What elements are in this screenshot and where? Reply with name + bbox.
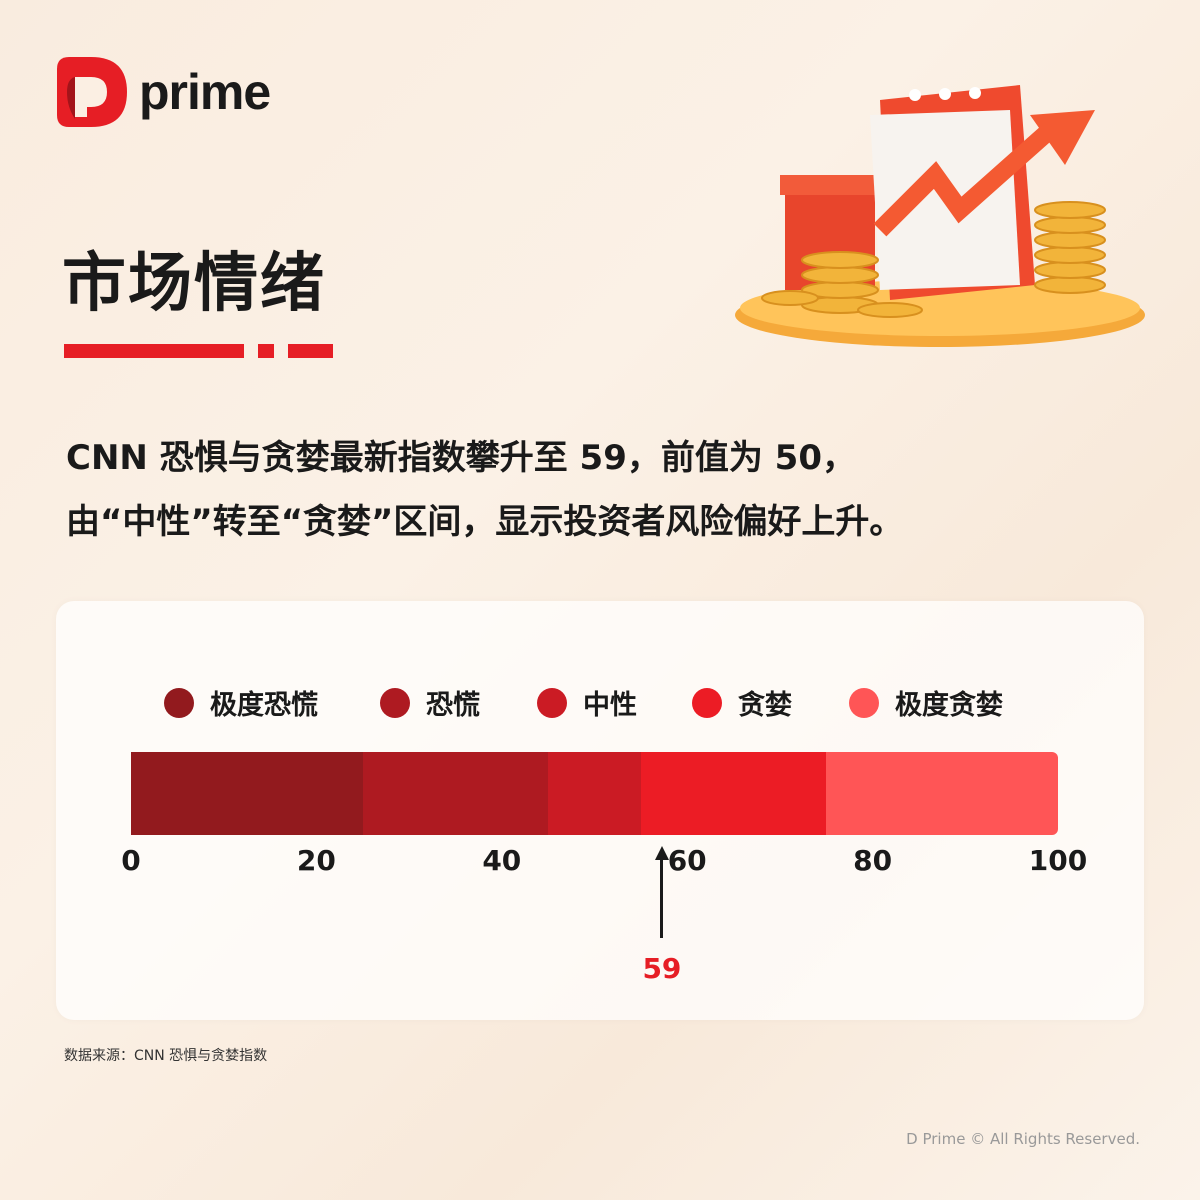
copyright: D Prime © All Rights Reserved. [906, 1130, 1140, 1148]
legend-item: 中性 [537, 683, 637, 722]
bar-segment [131, 752, 363, 835]
bar-segment [640, 752, 827, 835]
legend-dot-icon [849, 687, 879, 718]
tick-label: 20 [296, 844, 336, 877]
legend-item: 极度恐慌 [164, 683, 318, 722]
tick-label: 60 [667, 844, 707, 877]
bar-segment [826, 752, 1058, 835]
legend-label: 中性 [583, 690, 637, 721]
tick-label: 40 [482, 844, 522, 877]
logo-text: prime [139, 64, 271, 120]
legend-item: 极度贪婪 [849, 683, 1003, 722]
legend-label: 恐慌 [426, 690, 480, 721]
legend-item: 贪婪 [692, 683, 792, 722]
legend-label: 极度恐慌 [210, 690, 318, 721]
title-underline-dash [288, 344, 333, 358]
description-line: 由“中性”转至“贪婪”区间，显示投资者风险偏好上升。 [66, 502, 904, 542]
legend-label: 贪婪 [738, 690, 792, 721]
description-line: CNN 恐惧与贪婪最新指数攀升至 59，前值为 50， [66, 438, 857, 478]
calendar-growth-illustration [735, 85, 1145, 347]
title-underline-dot [258, 344, 274, 358]
data-source: 数据来源：CNN 恐惧与贪婪指数 [64, 1048, 268, 1064]
tick-label: 80 [853, 844, 893, 877]
marker-arrow-icon [654, 846, 669, 860]
bar-segment [362, 752, 549, 835]
logo: prime [57, 57, 271, 127]
page-title: 市场情绪 [62, 247, 326, 321]
tick-label: 0 [121, 844, 141, 877]
legend-dot-icon [164, 687, 194, 718]
legend-dot-icon [692, 687, 722, 718]
tick-label: 100 [1028, 844, 1088, 877]
bar-segment [548, 752, 641, 835]
legend-label: 极度贪婪 [895, 690, 1003, 721]
title-underline [64, 344, 244, 358]
legend-dot-icon [537, 687, 567, 718]
legend-item: 恐慌 [380, 683, 480, 722]
d-prime-logo-icon [57, 57, 127, 127]
legend-dot-icon [380, 687, 410, 718]
marker-arrow-line [660, 856, 664, 938]
description: CNN 恐惧与贪婪最新指数攀升至 59，前值为 50， 由“中性”转至“贪婪”区… [66, 426, 903, 554]
marker-value-label: 59 [642, 952, 682, 985]
